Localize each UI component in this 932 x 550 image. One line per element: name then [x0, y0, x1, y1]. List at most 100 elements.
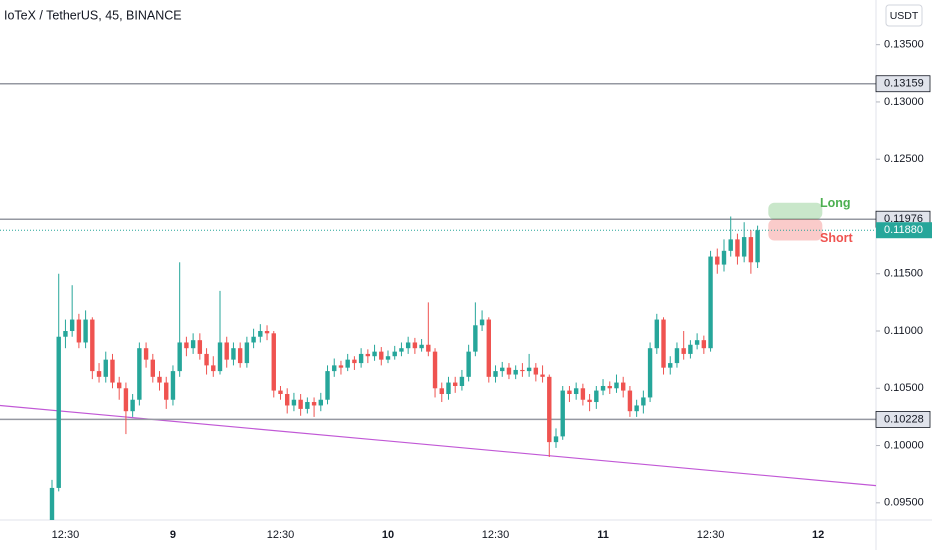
candle-body: [755, 230, 760, 263]
currency-button[interactable]: [885, 4, 923, 27]
candle-body: [157, 376, 162, 383]
candle-body: [621, 382, 626, 391]
candle-body: [385, 356, 391, 360]
candle-body: [701, 340, 707, 349]
candle-body: [573, 388, 579, 395]
candle-body: [325, 371, 330, 400]
candle-body: [305, 402, 310, 409]
candle-body: [123, 388, 129, 412]
candle-body: [177, 342, 182, 372]
candle-body: [56, 336, 61, 488]
candle-body: [137, 348, 142, 400]
candle-body: [76, 319, 82, 343]
x-tick-label: 12: [812, 529, 824, 541]
x-tick-label: 12:30: [482, 529, 510, 541]
candle-body: [453, 382, 458, 386]
candle-body: [600, 385, 606, 391]
candle-body: [365, 353, 371, 357]
long-zone: [768, 202, 823, 220]
candle-body: [103, 359, 108, 377]
candle-body: [553, 436, 559, 443]
candle-body: [594, 390, 599, 403]
candle-body: [197, 340, 203, 354]
candle-body: [211, 365, 216, 372]
candle-body: [392, 351, 397, 357]
y-tick-label: 0.10000: [884, 439, 924, 451]
candle-body: [63, 331, 68, 337]
candle-body: [721, 250, 727, 265]
candle-body: [170, 371, 176, 400]
candle-body: [358, 353, 364, 364]
candle-body: [224, 342, 229, 360]
candle-body: [130, 399, 135, 412]
candle-body: [641, 397, 646, 406]
candle-body: [634, 405, 639, 412]
candle-body: [607, 385, 612, 389]
y-tick-label: 0.13000: [884, 96, 924, 108]
x-tick-label: 11: [597, 529, 609, 541]
candle-body: [674, 348, 680, 364]
candle-body: [547, 376, 552, 443]
candle-body: [647, 348, 653, 398]
candle-body: [298, 399, 303, 409]
candle-body: [412, 342, 418, 349]
candle-body: [466, 351, 471, 377]
candle-body: [748, 237, 754, 263]
candle-body: [311, 402, 317, 406]
candle-body: [83, 319, 88, 343]
candle-body: [184, 342, 189, 349]
candle-body: [164, 382, 169, 400]
level-tag: [875, 75, 931, 93]
candle-body: [668, 363, 673, 368]
candle-body: [560, 390, 565, 437]
y-tick-label: 0.09500: [884, 497, 924, 509]
currency-label[interactable]: USDT: [890, 10, 919, 22]
candle-body: [479, 319, 485, 326]
candle-body: [237, 348, 243, 364]
x-tick-label: 9: [170, 529, 176, 541]
candle-body: [533, 367, 539, 375]
candle-body: [204, 353, 209, 366]
x-tick-label: 12:30: [267, 529, 295, 541]
candle-body: [614, 382, 619, 389]
candle-body: [627, 390, 633, 412]
candle-body: [708, 256, 713, 349]
level-tag-label: 0.10228: [884, 413, 924, 425]
candle-body: [446, 382, 451, 395]
y-tick-label: 0.11500: [884, 268, 923, 280]
candle-body: [432, 351, 438, 389]
candle-body: [405, 342, 411, 349]
level-tag: [875, 411, 931, 428]
candle-body: [69, 319, 75, 332]
candle-body: [278, 390, 283, 395]
candle-body: [244, 342, 250, 364]
candle-body: [332, 365, 337, 372]
candle-body: [741, 237, 747, 257]
candle-body: [540, 374, 545, 377]
candle-body: [661, 319, 666, 368]
candle-body: [372, 351, 377, 357]
candle-body: [96, 371, 102, 377]
short-label: Short: [820, 231, 853, 245]
candle-body: [681, 348, 686, 354]
candle-body: [500, 367, 505, 372]
y-tick-label: 0.10500: [884, 382, 924, 394]
long-label: Long: [820, 196, 851, 210]
candle-body: [506, 367, 512, 375]
level-tag-label: 0.13159: [884, 78, 924, 90]
candle-body: [49, 487, 55, 520]
candle-body: [117, 382, 122, 389]
candle-body: [459, 376, 465, 386]
candle-body: [271, 333, 276, 391]
candle-body: [352, 359, 357, 364]
candle-body: [520, 369, 525, 372]
candle-body: [486, 319, 491, 377]
candle-body: [513, 369, 518, 375]
candle-body: [567, 390, 572, 395]
x-tick-label: 10: [382, 529, 394, 541]
candle-body: [379, 351, 384, 360]
candle-body: [694, 340, 700, 345]
level-tag-label: 0.11976: [884, 213, 923, 225]
candle-body: [190, 340, 196, 349]
